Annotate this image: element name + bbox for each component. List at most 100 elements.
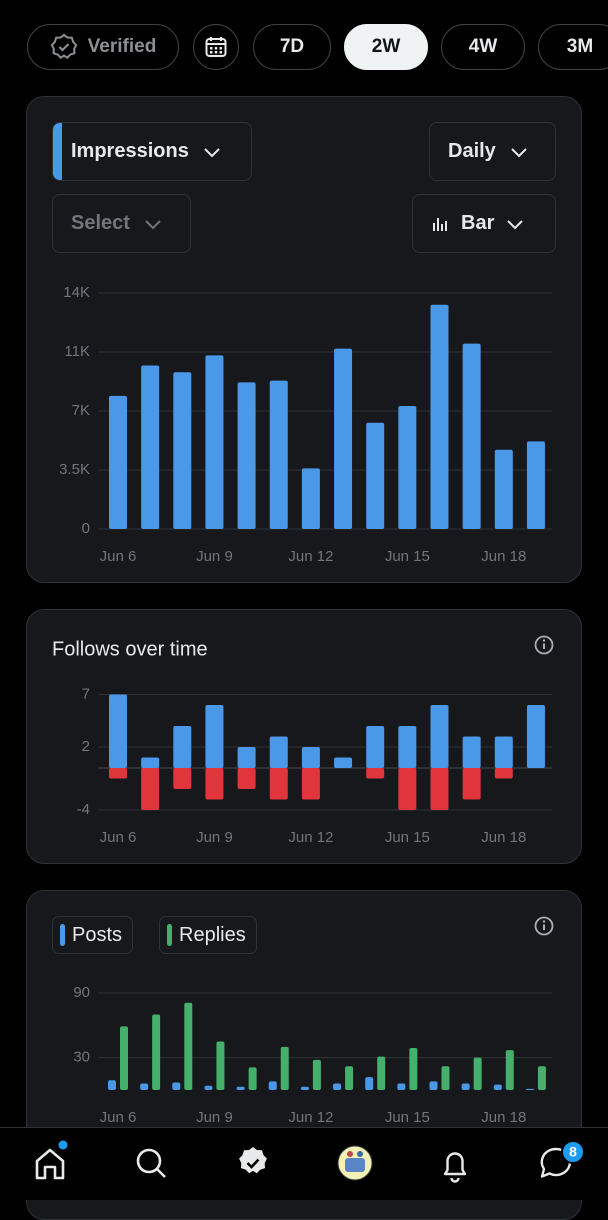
bar xyxy=(493,1084,502,1090)
info-icon[interactable] xyxy=(534,635,554,655)
metric-dropdown[interactable]: Impressions xyxy=(52,122,252,181)
calendar-button[interactable] xyxy=(193,24,239,70)
chevron xyxy=(145,219,161,229)
calendar-icon xyxy=(205,37,227,57)
verified-label: Verified xyxy=(87,36,157,57)
notifications-tab[interactable] xyxy=(443,1152,467,1183)
bar xyxy=(429,1081,438,1090)
bar xyxy=(462,343,481,529)
bar xyxy=(397,1083,406,1090)
bar xyxy=(109,768,127,779)
legend-label: Replies xyxy=(179,923,246,946)
bar xyxy=(494,736,513,768)
legend-swatch xyxy=(167,924,173,946)
x-tick-label: Jun 15 xyxy=(385,548,430,565)
search-tab[interactable] xyxy=(136,1148,166,1178)
bar xyxy=(473,1057,482,1090)
bar xyxy=(173,726,192,768)
bar xyxy=(269,380,288,529)
bar xyxy=(108,1080,116,1090)
y-tick-label: 14K xyxy=(63,284,90,301)
legend-item[interactable]: Posts xyxy=(52,916,134,954)
bar xyxy=(184,1002,193,1090)
bar xyxy=(494,449,513,529)
bar xyxy=(462,768,481,800)
bar xyxy=(366,768,385,779)
period-tab[interactable]: 7D xyxy=(253,24,331,70)
bar xyxy=(237,747,256,768)
x-tick-label: Jun 18 xyxy=(481,548,526,565)
y-tick-label: 11K xyxy=(64,343,90,360)
x-tick-label: Jun 6 xyxy=(100,829,137,846)
bar xyxy=(205,705,224,768)
compare-dropdown[interactable]: Select xyxy=(52,194,191,253)
bar xyxy=(301,468,320,529)
bar xyxy=(205,768,224,800)
x-tick-label: Jun 9 xyxy=(196,548,233,565)
bar xyxy=(461,1083,470,1090)
legend-swatch xyxy=(60,924,65,946)
legend-item[interactable]: Replies xyxy=(159,916,257,954)
bar xyxy=(237,768,256,789)
bar xyxy=(301,747,320,768)
bar xyxy=(141,768,160,810)
nav-icons: 8 xyxy=(35,1140,585,1183)
bar xyxy=(269,736,288,768)
period-tab[interactable]: 2W xyxy=(344,24,428,70)
x-tick-label: Jun 18 xyxy=(481,829,526,846)
x-tick-label: Jun 12 xyxy=(288,548,333,565)
bar xyxy=(441,1066,450,1090)
follows-title: Follows over time xyxy=(52,638,208,660)
verified-icon xyxy=(50,33,77,59)
period-tab[interactable]: 3M xyxy=(538,24,608,70)
nav-bar: 8 xyxy=(0,1127,608,1200)
x-tick-label: Jun 9 xyxy=(196,1109,233,1126)
bar xyxy=(505,1050,514,1090)
period-tab[interactable]: 4W xyxy=(441,24,525,70)
verified-tab[interactable] xyxy=(239,1147,267,1174)
chevron xyxy=(204,147,220,157)
home-tab[interactable] xyxy=(35,1140,68,1180)
bar xyxy=(109,395,127,529)
bar xyxy=(269,768,288,800)
bar xyxy=(248,1067,257,1090)
bar xyxy=(345,1066,354,1090)
bar xyxy=(300,1086,309,1090)
chart-type-dropdown[interactable]: Bar xyxy=(412,194,556,253)
bar xyxy=(141,757,160,768)
bar xyxy=(366,726,385,768)
x-tick-label: Jun 15 xyxy=(385,1109,430,1126)
bar xyxy=(525,1088,534,1090)
bar xyxy=(120,1026,128,1090)
x-tick-label: Jun 6 xyxy=(100,548,137,565)
x-tick-label: Jun 15 xyxy=(385,829,430,846)
legend-label: Posts xyxy=(72,923,123,946)
bar xyxy=(237,382,256,529)
profile-tab[interactable] xyxy=(337,1145,373,1181)
bar-icon xyxy=(433,217,447,231)
x-tick-label: Jun 6 xyxy=(100,1109,137,1126)
bar xyxy=(172,1082,181,1090)
y-tick-label: 90 xyxy=(73,984,90,1001)
y-tick-label: 3.5K xyxy=(59,461,90,478)
y-tick-label: 7 xyxy=(82,685,90,702)
bar xyxy=(216,1041,225,1090)
x-tick-label: Jun 9 xyxy=(196,829,233,846)
bar xyxy=(430,304,449,529)
verified-tab[interactable]: Verified xyxy=(27,24,179,70)
bar xyxy=(236,1086,245,1090)
bar xyxy=(526,441,545,529)
bar xyxy=(366,422,385,529)
metric-label: Impressions xyxy=(71,140,189,162)
y-tick-label: 0 xyxy=(82,520,90,537)
y-tick-label: -4 xyxy=(77,801,90,818)
messages-tab[interactable]: 8 xyxy=(540,1140,585,1178)
granularity-dropdown[interactable]: Daily xyxy=(429,122,556,181)
bar xyxy=(398,768,417,810)
metric-color xyxy=(53,123,62,180)
bar xyxy=(398,405,417,529)
info-icon[interactable] xyxy=(534,916,554,936)
chevron xyxy=(511,147,527,157)
